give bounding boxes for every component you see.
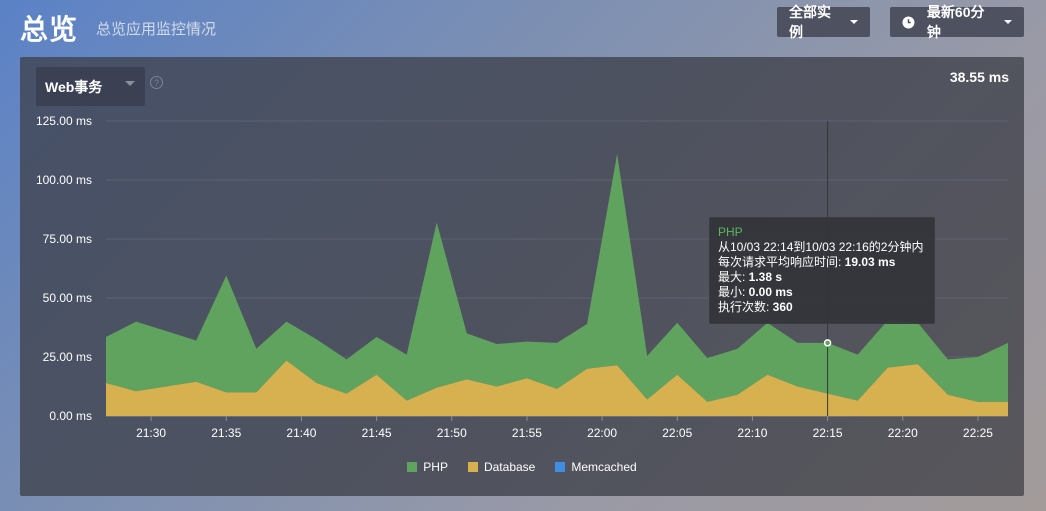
legend-item-memcached[interactable]: Memcached	[555, 460, 637, 474]
tooltip-count: 执行次数: 360	[718, 300, 926, 315]
help-icon[interactable]: ?	[150, 76, 163, 89]
x-tick-label: 21:40	[286, 426, 316, 440]
y-tick-label: 100.00 ms	[36, 173, 92, 187]
page-title: 总览	[20, 14, 79, 45]
x-tick-label: 22:25	[963, 426, 993, 440]
tooltip-avg: 每次请求平均响应时间: 19.03 ms	[718, 255, 926, 270]
chart-panel: Web事务 ? 38.55 ms 0.00 ms 25.00 ms 50.00 ms…	[20, 57, 1024, 496]
legend-item-database[interactable]: Database	[467, 460, 536, 474]
tooltip-min: 最小: 0.00 ms	[718, 285, 926, 300]
clock-icon	[902, 16, 915, 28]
x-tick-label: 21:50	[437, 426, 467, 440]
caret-down-icon	[1004, 20, 1012, 24]
caret-down-icon	[850, 20, 858, 24]
legend-swatch-php	[407, 462, 418, 472]
instances-label: 全部实例	[789, 4, 831, 40]
tooltip-max: 最大: 1.38 s	[718, 270, 926, 285]
tooltip-min-value: 0.00 ms	[748, 285, 793, 299]
tooltip-count-value: 360	[772, 300, 793, 314]
legend-swatch-database	[467, 462, 478, 472]
caret-down-icon	[125, 81, 135, 86]
page-subtitle: 总览应用监控情况	[96, 21, 217, 38]
x-tick-label: 22:15	[813, 426, 843, 440]
y-tick-label: 125.00 ms	[36, 114, 92, 128]
y-tick-label: 25.00 ms	[43, 350, 92, 364]
chart-legend: PHP Database Memcached	[20, 460, 1024, 474]
time-range-label: 最新60分钟	[926, 4, 985, 40]
legend-swatch-memcached	[555, 462, 566, 472]
x-tick-label: 22:00	[587, 426, 617, 440]
x-tick-label: 21:45	[362, 426, 392, 440]
tooltip-range: 从10/03 22:14到10/03 22:16的2分钟内	[718, 240, 924, 254]
x-tick-label: 22:05	[662, 426, 692, 440]
tooltip-min-label: 最小:	[718, 285, 749, 299]
y-tick-label: 0.00 ms	[49, 409, 92, 423]
database-area	[106, 360, 1008, 416]
current-value: 38.55 ms	[949, 69, 1009, 85]
metric-label: Web事务	[45, 78, 103, 95]
x-tick-label: 21:35	[211, 426, 241, 440]
x-tick-label: 21:30	[136, 426, 166, 440]
instances-dropdown-button[interactable]: 全部实例	[777, 4, 870, 40]
legend-label-memcached: Memcached	[571, 460, 637, 474]
x-tick-label: 22:10	[737, 426, 767, 440]
legend-label-php: PHP	[423, 460, 448, 474]
tooltip-count-label: 执行次数:	[718, 300, 773, 314]
area-chart: 0.00 ms 25.00 ms 50.00 ms 75.00 ms 100.00 ms…	[36, 114, 1008, 440]
tooltip-avg-value: 19.03 ms	[844, 255, 896, 269]
time-range-dropdown-button[interactable]: 最新60分钟	[890, 4, 1024, 40]
x-tick-label: 21:55	[512, 426, 542, 440]
y-tick-label: 75.00 ms	[43, 232, 92, 246]
tooltip-max-value: 1.38 s	[748, 270, 783, 284]
legend-label-database: Database	[483, 460, 536, 474]
hover-point	[823, 339, 832, 347]
php-area	[106, 154, 1008, 402]
tooltip-avg-label: 每次请求平均响应时间:	[718, 255, 845, 269]
chart-tooltip: PHP 从10/03 22:14到10/03 22:16的2分钟内 每次请求平均…	[709, 217, 935, 324]
tooltip-title: PHP	[718, 225, 743, 239]
tooltip-max-label: 最大:	[718, 270, 749, 284]
y-tick-label: 50.00 ms	[43, 291, 92, 305]
metric-dropdown[interactable]: Web事务	[36, 67, 145, 106]
legend-item-php[interactable]: PHP	[407, 460, 448, 474]
x-tick-label: 22:20	[888, 426, 918, 440]
